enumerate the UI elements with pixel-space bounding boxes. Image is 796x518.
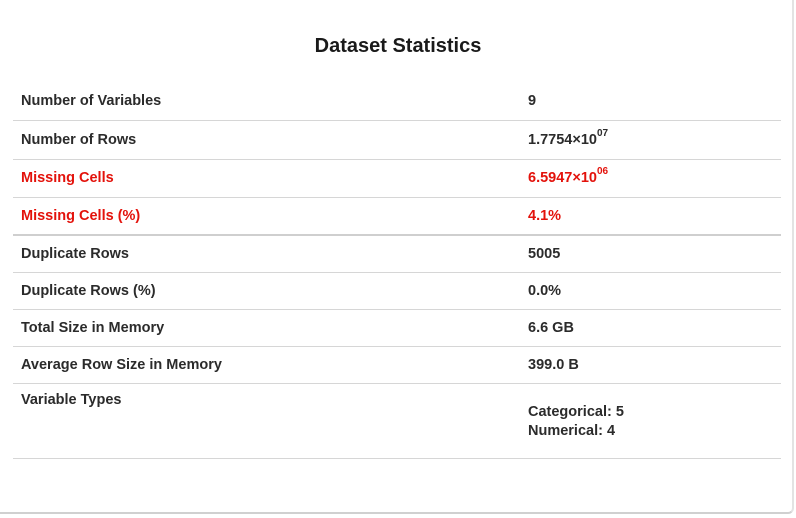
row-value: 399.0 B bbox=[520, 346, 781, 384]
value-mantissa: 6.5947×10 bbox=[528, 170, 597, 186]
variable-type-categorical: Categorical: 5 bbox=[528, 403, 624, 420]
table-row-variable-types: Variable Types Categorical: 5 Numerical:… bbox=[13, 383, 781, 459]
table-row-missing-cells: Missing Cells 6.5947×1006 bbox=[13, 159, 781, 198]
row-label: Variable Types bbox=[13, 383, 520, 459]
row-value: 0.0% bbox=[520, 272, 781, 310]
value-exponent: 07 bbox=[596, 127, 609, 139]
row-label: Missing Cells (%) bbox=[13, 197, 520, 236]
variable-type-numerical: Numerical: 4 bbox=[528, 422, 616, 439]
value-mantissa: 1.7754×10 bbox=[528, 131, 597, 148]
value-exponent: 06 bbox=[596, 166, 609, 178]
row-value: Categorical: 5 Numerical: 4 bbox=[520, 383, 781, 459]
row-value: 6.6 GB bbox=[520, 309, 781, 347]
card-title: Dataset Statistics bbox=[314, 35, 482, 57]
row-value: 4.1% bbox=[520, 197, 781, 236]
row-label: Number of Variables bbox=[13, 83, 520, 121]
table-row-average-row-size: Average Row Size in Memory 399.0 B bbox=[13, 346, 781, 384]
table-row-number-of-rows: Number of Rows 1.7754×1007 bbox=[13, 120, 781, 160]
table-row-missing-cells-percent: Missing Cells (%) 4.1% bbox=[13, 197, 781, 236]
row-value: 9 bbox=[520, 83, 781, 121]
row-label: Missing Cells bbox=[13, 159, 520, 198]
row-value: 6.5947×1006 bbox=[520, 159, 781, 198]
row-label: Duplicate Rows (%) bbox=[13, 272, 520, 310]
table-row-number-of-variables: Number of Variables 9 bbox=[13, 83, 781, 121]
row-label: Total Size in Memory bbox=[13, 309, 520, 347]
table-row-total-size-in-memory: Total Size in Memory 6.6 GB bbox=[13, 309, 781, 347]
table-row-duplicate-rows: Duplicate Rows 5005 bbox=[13, 235, 781, 273]
row-value: 5005 bbox=[520, 235, 781, 273]
table-row-duplicate-rows-percent: Duplicate Rows (%) 0.0% bbox=[13, 272, 781, 310]
row-label: Number of Rows bbox=[13, 120, 520, 160]
row-value: 1.7754×1007 bbox=[520, 120, 781, 160]
row-label: Average Row Size in Memory bbox=[13, 346, 520, 384]
statistics-table: Number of Variables 9 Number of Rows 1.7… bbox=[13, 83, 781, 459]
row-label: Duplicate Rows bbox=[13, 235, 520, 273]
